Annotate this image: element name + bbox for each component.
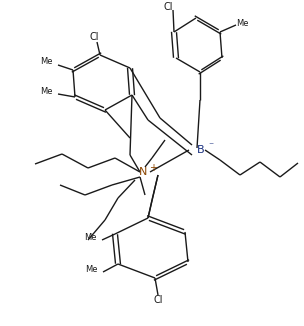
Text: Me: Me bbox=[236, 19, 248, 27]
Text: Cl: Cl bbox=[153, 295, 163, 305]
Text: Cl: Cl bbox=[163, 2, 173, 12]
Text: ⁻: ⁻ bbox=[209, 141, 214, 151]
Text: +: + bbox=[149, 163, 157, 173]
Text: Me: Me bbox=[85, 265, 97, 274]
Text: Me: Me bbox=[84, 233, 96, 243]
Text: Cl: Cl bbox=[89, 32, 99, 42]
Text: N: N bbox=[139, 167, 147, 177]
Text: B: B bbox=[197, 145, 205, 155]
Text: Me: Me bbox=[40, 86, 52, 96]
Text: Me: Me bbox=[40, 57, 52, 67]
